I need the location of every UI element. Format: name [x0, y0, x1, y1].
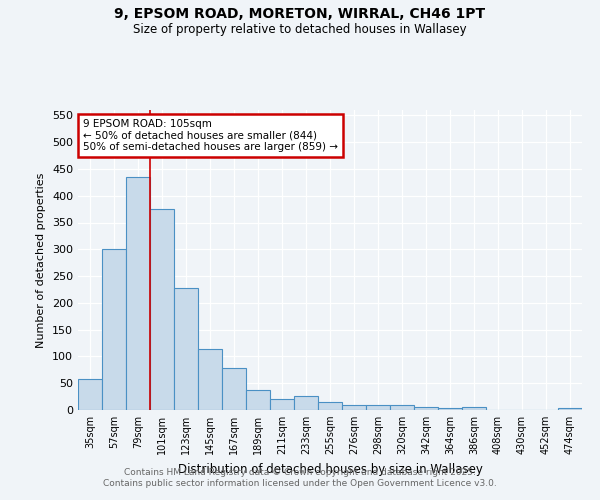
Bar — [558, 408, 582, 410]
Text: Contains HM Land Registry data © Crown copyright and database right 2025.
Contai: Contains HM Land Registry data © Crown c… — [103, 468, 497, 487]
Bar — [126, 177, 150, 410]
Bar — [78, 380, 102, 410]
Bar — [222, 368, 246, 410]
Text: 9, EPSOM ROAD, MORETON, WIRRAL, CH46 1PT: 9, EPSOM ROAD, MORETON, WIRRAL, CH46 1PT — [115, 8, 485, 22]
X-axis label: Distribution of detached houses by size in Wallasey: Distribution of detached houses by size … — [178, 462, 482, 475]
Text: 9 EPSOM ROAD: 105sqm
← 50% of detached houses are smaller (844)
50% of semi-deta: 9 EPSOM ROAD: 105sqm ← 50% of detached h… — [83, 119, 338, 152]
Bar — [294, 396, 318, 410]
Bar — [438, 408, 462, 410]
Bar — [318, 402, 342, 410]
Text: Size of property relative to detached houses in Wallasey: Size of property relative to detached ho… — [133, 22, 467, 36]
Bar — [174, 288, 198, 410]
Bar — [414, 408, 438, 410]
Bar — [366, 404, 390, 410]
Bar — [150, 209, 174, 410]
Bar — [462, 408, 486, 410]
Bar — [390, 405, 414, 410]
Bar — [270, 400, 294, 410]
Bar — [246, 390, 270, 410]
Bar — [102, 250, 126, 410]
Bar — [342, 404, 366, 410]
Y-axis label: Number of detached properties: Number of detached properties — [37, 172, 46, 348]
Bar — [198, 350, 222, 410]
